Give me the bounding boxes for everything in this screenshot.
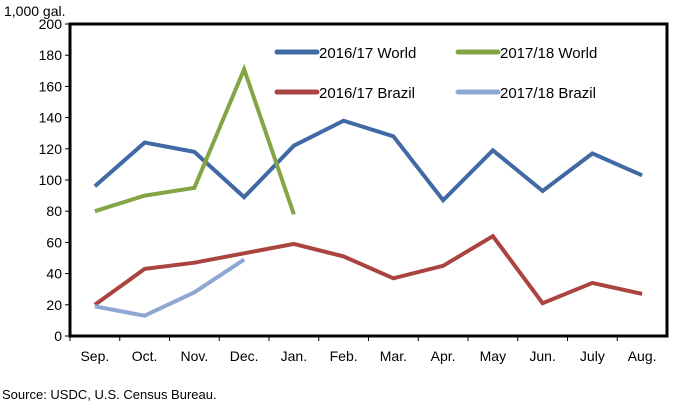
y-tick-label: 160 [39,78,63,94]
y-tick-label: 80 [46,203,62,219]
y-tick-label: 200 [39,16,63,32]
plot-frame [68,22,669,338]
legend-label: 2017/18 World [500,45,597,62]
y-tick-label: 120 [39,141,63,157]
x-tick-label: Jun. [529,348,555,364]
legend-label: 2016/17 World [319,45,416,62]
y-tick-label: 40 [46,266,62,282]
x-tick-label: Dec. [230,348,259,364]
x-tick-label: Sep. [80,348,109,364]
legend-label: 2016/17 Brazil [319,85,415,102]
x-tick-label: Nov. [181,348,209,364]
series-line-2017-18-brazil [94,257,246,318]
series-line-2017-18-world [94,63,296,215]
x-tick-label: Oct. [132,348,158,364]
y-tick-label: 20 [46,297,62,313]
x-tick-label: Aug. [628,348,657,364]
y-axis-unit-label: 1,000 gal. [4,3,66,19]
x-tick-label: Jan. [281,348,307,364]
y-tick-label: 180 [39,47,63,63]
x-tick-label: Feb. [330,348,358,364]
x-tick-label: July [580,348,605,364]
source-note: Source: USDC, U.S. Census Bureau. [2,387,217,402]
y-tick-label: 140 [39,110,63,126]
series-line-2016-17-brazil [93,233,643,307]
y-tick-label: 60 [46,234,62,250]
series-line-2016-17-world [93,118,643,204]
x-tick-label: Mar. [380,348,407,364]
x-tick-label: May [480,348,506,364]
x-tick-label: Apr. [431,348,456,364]
legend-label: 2017/18 Brazil [500,85,596,102]
y-tick-label: 100 [39,172,63,188]
y-tick-label: 0 [54,328,62,344]
